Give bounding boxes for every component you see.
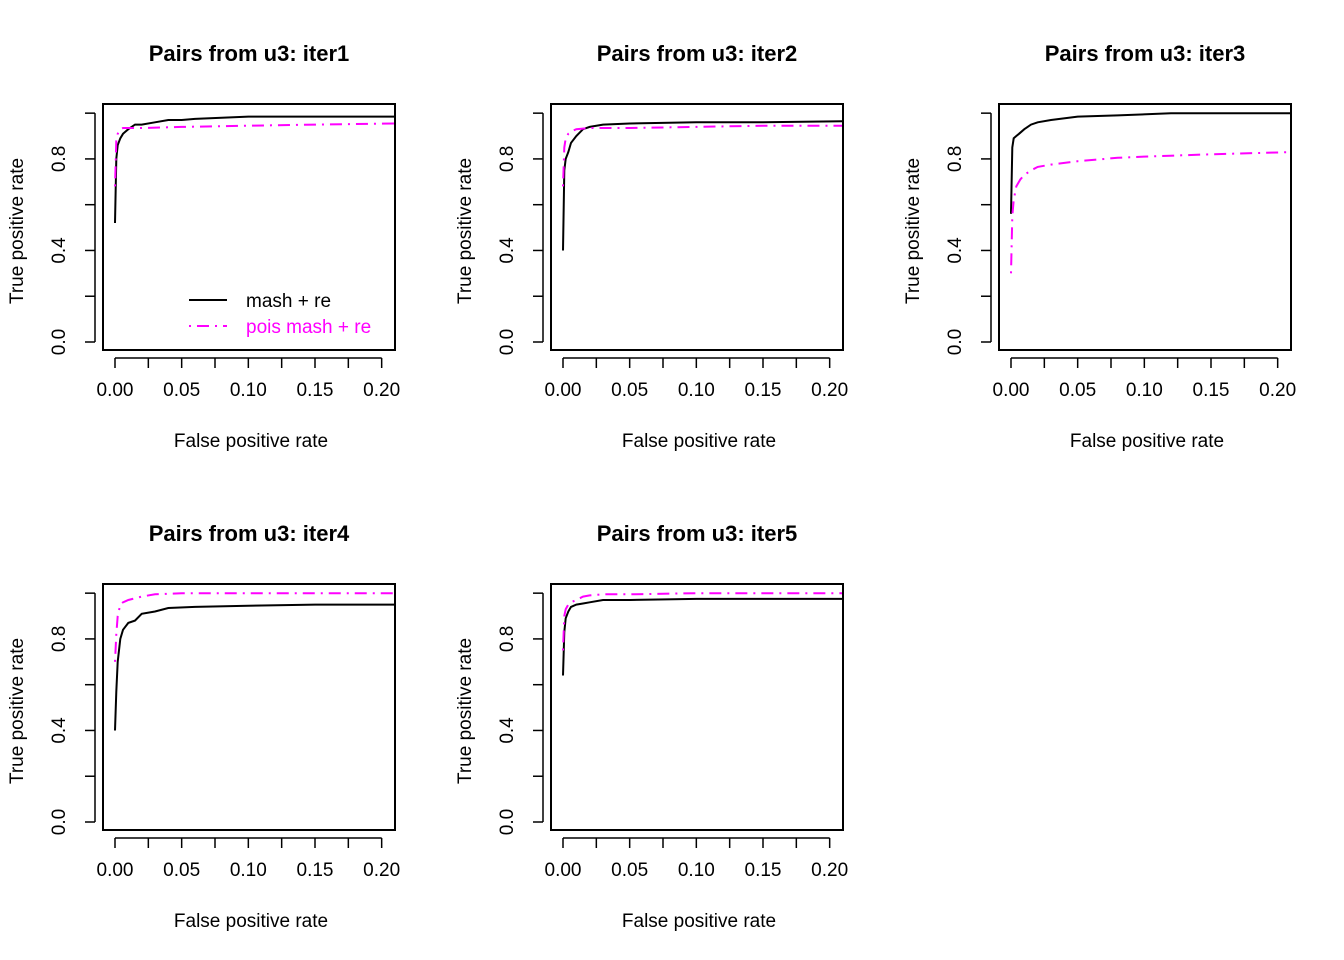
series-line-pois-mash-re <box>562 124 843 187</box>
y-tick-label: 0.4 <box>497 237 518 264</box>
y-tick-label: 0.0 <box>945 329 966 355</box>
roc-panel-5: Pairs from u3: iter5 0.00 0.05 0.10 0.15 0.20… <box>455 521 848 932</box>
legend-label: mash + re <box>246 291 331 312</box>
y-tick-label: 0.0 <box>49 809 70 835</box>
x-tick-label: 0.10 <box>230 380 267 401</box>
y-tick-label: 0.4 <box>945 237 966 264</box>
x-tick-label: 0.10 <box>678 860 715 881</box>
x-tick-label: 0.00 <box>97 860 134 881</box>
panel-title: Pairs from u3: iter3 <box>1045 41 1246 66</box>
series-line-mash-re <box>114 603 395 731</box>
x-axis-label: False positive rate <box>174 431 328 452</box>
roc-panel-2: Pairs from u3: iter2 0.00 0.05 0.10 0.15 0.20… <box>455 41 848 452</box>
x-tick-label: 0.05 <box>611 380 648 401</box>
y-tick-label: 0.4 <box>49 237 70 264</box>
y-tick-label: 0.8 <box>497 626 518 652</box>
series-line-pois-mash-re <box>562 592 843 651</box>
x-tick-label: 0.20 <box>363 380 400 401</box>
x-tick-label: 0.05 <box>163 860 200 881</box>
roc-panel-3: Pairs from u3: iter3 0.00 0.05 0.10 0.15 0.20… <box>903 41 1296 452</box>
x-tick-label: 0.00 <box>545 380 582 401</box>
y-tick-label: 0.4 <box>497 717 518 744</box>
x-tick-label: 0.15 <box>297 860 334 881</box>
plot-frame <box>550 103 844 351</box>
x-tick-label: 0.10 <box>1126 380 1163 401</box>
legend: mash + re pois mash + re <box>189 291 371 338</box>
y-axis-label: True positive rate <box>7 158 28 304</box>
x-tick-label: 0.10 <box>678 380 715 401</box>
y-tick-label: 0.0 <box>497 329 518 355</box>
x-axis-label: False positive rate <box>622 431 776 452</box>
series-line-pois-mash-re <box>114 122 395 187</box>
x-axis-label: False positive rate <box>622 911 776 932</box>
x-tick-label: 0.15 <box>745 380 782 401</box>
series-line-mash-re <box>562 120 843 251</box>
x-axis-label: False positive rate <box>174 911 328 932</box>
y-axis-label: True positive rate <box>455 638 476 784</box>
x-tick-label: 0.15 <box>745 860 782 881</box>
y-tick-label: 0.8 <box>497 146 518 172</box>
series-line-pois-mash-re <box>114 592 395 662</box>
series-line-mash-re <box>1010 112 1291 214</box>
panel-title: Pairs from u3: iter5 <box>597 521 798 546</box>
x-tick-label: 0.00 <box>97 380 134 401</box>
plot-frame <box>998 103 1292 351</box>
plot-frame <box>102 103 396 351</box>
y-tick-label: 0.8 <box>49 146 70 172</box>
y-tick-label: 0.8 <box>945 146 966 172</box>
x-tick-label: 0.20 <box>363 860 400 881</box>
y-axis-label: True positive rate <box>7 638 28 784</box>
roc-panel-4: Pairs from u3: iter4 0.00 0.05 0.10 0.15 0.20… <box>7 521 400 932</box>
x-tick-label: 0.15 <box>297 380 334 401</box>
plot-frame <box>102 583 396 831</box>
x-tick-label: 0.20 <box>1259 380 1296 401</box>
roc-panel-1: Pairs from u3: iter1 0.00 0.05 0.10 0.15 0.20… <box>7 41 400 452</box>
series-line-mash-re <box>562 597 843 676</box>
x-tick-label: 0.05 <box>1059 380 1096 401</box>
y-axis-label: True positive rate <box>455 158 476 304</box>
y-tick-label: 0.0 <box>49 329 70 355</box>
y-tick-label: 0.8 <box>49 626 70 652</box>
series-line-mash-re <box>114 115 395 224</box>
x-axis-label: False positive rate <box>1070 431 1224 452</box>
y-tick-label: 0.0 <box>497 809 518 835</box>
y-tick-label: 0.4 <box>49 717 70 744</box>
panel-title: Pairs from u3: iter2 <box>597 41 798 66</box>
x-tick-label: 0.20 <box>811 380 848 401</box>
plot-frame <box>550 583 844 831</box>
x-tick-label: 0.00 <box>993 380 1030 401</box>
x-tick-label: 0.15 <box>1193 380 1230 401</box>
legend-label: pois mash + re <box>246 317 371 338</box>
x-tick-label: 0.05 <box>163 380 200 401</box>
x-tick-label: 0.10 <box>230 860 267 881</box>
x-tick-label: 0.00 <box>545 860 582 881</box>
panel-title: Pairs from u3: iter1 <box>149 41 350 66</box>
y-axis-label: True positive rate <box>903 158 924 304</box>
x-tick-label: 0.05 <box>611 860 648 881</box>
x-tick-label: 0.20 <box>811 860 848 881</box>
panel-title: Pairs from u3: iter4 <box>149 521 350 546</box>
series-line-pois-mash-re <box>1010 151 1291 274</box>
